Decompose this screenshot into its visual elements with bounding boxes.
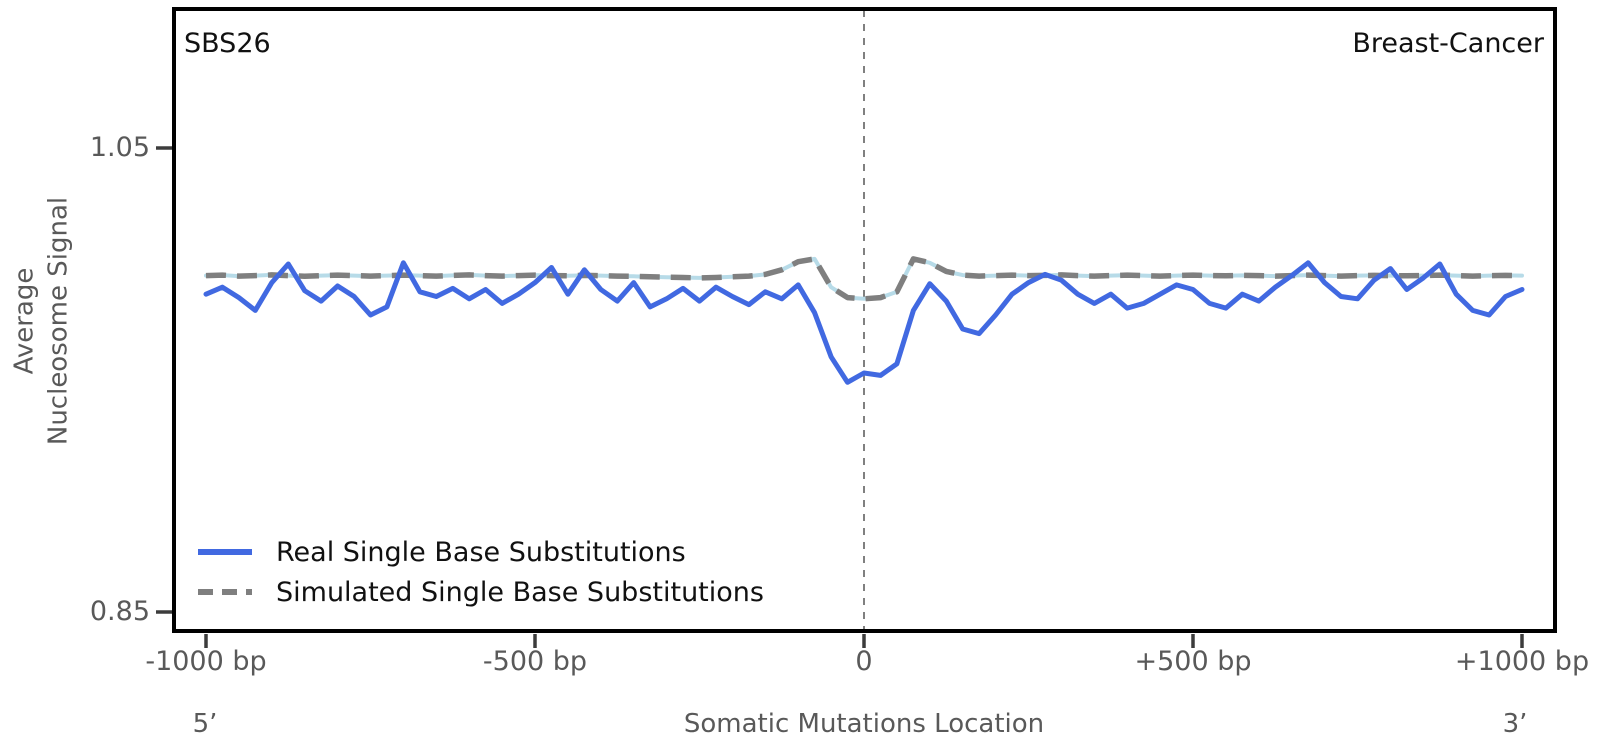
signature-label: SBS26: [184, 28, 271, 59]
y-tick-label-1-05: 1.05: [89, 132, 150, 163]
legend-item-real: Real Single Base Substitutions: [196, 536, 686, 568]
legend-real-label: Real Single Base Substitutions: [276, 536, 686, 568]
legend-item-simulated: Simulated Single Base Substitutions: [196, 576, 764, 608]
y-axis-label-line1: Average: [9, 267, 40, 375]
x-tick-label-minus1000bp: -1000 bp: [145, 646, 267, 677]
x-axis-label: Somatic Mutations Location: [683, 709, 1045, 739]
legend-real-line-swatch: [198, 549, 252, 555]
y-axis-label-line2: Nucleosome Signal: [44, 196, 74, 446]
plot-frame: [172, 7, 1557, 633]
x-tick-label-plus500bp: +500 bp: [1134, 646, 1252, 677]
y-axis-label: Average Nucleosome Signal: [8, 197, 77, 445]
simulated-sbs-line: [205, 256, 1523, 302]
x-tick-label-zero: 0: [855, 646, 873, 677]
three-prime-label: 3’: [1502, 709, 1528, 739]
x-tick-label-minus500bp: -500 bp: [482, 646, 588, 677]
y-tick-label-0-85: 0.85: [89, 596, 150, 627]
legend-simulated-line-swatch: [198, 589, 252, 595]
five-prime-label: 5’: [192, 709, 218, 739]
legend-simulated-label: Simulated Single Base Substitutions: [276, 576, 764, 608]
real-sbs-line: [203, 260, 1525, 385]
x-tick-label-plus1000bp: +1000 bp: [1454, 646, 1590, 677]
cancer-type-label: Breast-Cancer: [1352, 28, 1544, 59]
